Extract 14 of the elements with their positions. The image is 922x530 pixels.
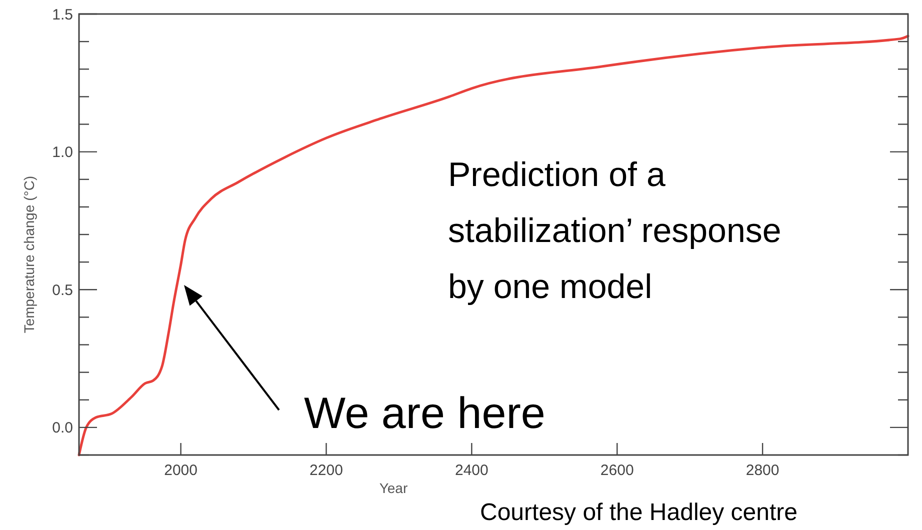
text: Courtesy of the Hadley centre (480, 499, 798, 526)
annotation: Prediction of a stabilization’ response by one model (448, 156, 782, 306)
annotation: We are here (304, 389, 546, 438)
y-tick-label: 0.5 (52, 282, 73, 299)
y-axis-title: Temperature change (°C) (21, 176, 37, 334)
y-tick-label: 1.0 (52, 144, 73, 162)
y-tick-label: 0.0 (52, 420, 73, 437)
x-axis-title: Year (379, 480, 408, 496)
x-tick-label: 2000 (164, 462, 198, 479)
x-tick-label: 2200 (310, 462, 343, 479)
x-tick-label: 2600 (600, 462, 634, 479)
y-tick-label: 1.5 (52, 6, 73, 24)
x-tick-label: 2400 (454, 462, 488, 479)
x-tick-label: 2800 (746, 462, 780, 479)
